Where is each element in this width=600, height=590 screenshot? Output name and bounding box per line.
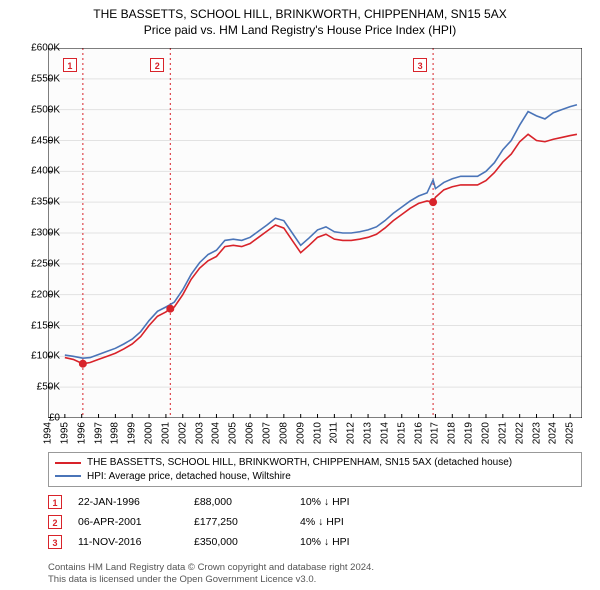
sale-price: £88,000: [194, 496, 284, 508]
sale-row-marker: 3: [48, 535, 62, 549]
x-tick-label: 2021: [497, 422, 508, 444]
sale-date: 06-APR-2001: [78, 516, 178, 528]
sale-row: 2 06-APR-2001 £177,250 4% ↓ HPI: [48, 512, 582, 532]
legend-label: HPI: Average price, detached house, Wilt…: [87, 470, 291, 484]
title-block: THE BASSETTS, SCHOOL HILL, BRINKWORTH, C…: [0, 0, 600, 38]
x-tick-label: 2009: [295, 422, 306, 444]
sale-marker-badge: 1: [63, 58, 77, 72]
sale-row-marker: 1: [48, 495, 62, 509]
legend-row: THE BASSETTS, SCHOOL HILL, BRINKWORTH, C…: [55, 456, 575, 470]
sale-price: £177,250: [194, 516, 284, 528]
sale-row: 3 11-NOV-2016 £350,000 10% ↓ HPI: [48, 532, 582, 552]
x-tick-label: 1996: [76, 422, 87, 444]
x-tick-label: 1994: [43, 422, 54, 444]
sale-marker-badge: 3: [413, 58, 427, 72]
legend-row: HPI: Average price, detached house, Wilt…: [55, 470, 575, 484]
x-tick-label: 2020: [480, 422, 491, 444]
y-tick-label: £600K: [16, 43, 60, 54]
sale-marker-badge: 2: [150, 58, 164, 72]
x-tick-label: 1997: [93, 422, 104, 444]
y-tick-label: £150K: [16, 320, 60, 331]
sale-row: 1 22-JAN-1996 £88,000 10% ↓ HPI: [48, 492, 582, 512]
plot-svg: [48, 48, 582, 418]
x-tick-label: 2001: [160, 422, 171, 444]
y-tick-label: £450K: [16, 135, 60, 146]
x-tick-label: 2000: [144, 422, 155, 444]
x-tick-label: 2007: [261, 422, 272, 444]
x-tick-label: 2008: [278, 422, 289, 444]
x-tick-label: 2025: [565, 422, 576, 444]
sale-delta: 4% ↓ HPI: [300, 516, 410, 528]
y-tick-label: £250K: [16, 258, 60, 269]
x-tick-label: 2006: [245, 422, 256, 444]
chart-area: [48, 48, 582, 418]
x-tick-label: 1998: [110, 422, 121, 444]
x-tick-label: 2022: [514, 422, 525, 444]
x-tick-label: 2011: [329, 422, 340, 444]
x-tick-label: 2016: [413, 422, 424, 444]
legend-swatch: [55, 462, 81, 464]
sales-table: 1 22-JAN-1996 £88,000 10% ↓ HPI 2 06-APR-2001…: [48, 492, 582, 552]
footer: Contains HM Land Registry data © Crown c…: [48, 562, 582, 586]
x-tick-label: 1995: [59, 422, 70, 444]
y-tick-label: £50K: [16, 382, 60, 393]
legend: THE BASSETTS, SCHOOL HILL, BRINKWORTH, C…: [48, 452, 582, 487]
x-tick-label: 2015: [396, 422, 407, 444]
x-tick-label: 2023: [531, 422, 542, 444]
sale-delta: 10% ↓ HPI: [300, 496, 410, 508]
sale-date: 11-NOV-2016: [78, 536, 178, 548]
x-tick-label: 2018: [447, 422, 458, 444]
legend-swatch: [55, 475, 81, 477]
y-tick-label: £500K: [16, 104, 60, 115]
x-tick-label: 1999: [127, 422, 138, 444]
footer-line-1: Contains HM Land Registry data © Crown c…: [48, 562, 582, 574]
legend-label: THE BASSETTS, SCHOOL HILL, BRINKWORTH, C…: [87, 456, 512, 470]
x-tick-label: 2013: [363, 422, 374, 444]
y-tick-label: £200K: [16, 289, 60, 300]
y-tick-label: £300K: [16, 228, 60, 239]
x-tick-label: 2002: [177, 422, 188, 444]
x-tick-label: 2012: [346, 422, 357, 444]
x-tick-label: 2004: [211, 422, 222, 444]
x-tick-label: 2014: [379, 422, 390, 444]
title-line-1: THE BASSETTS, SCHOOL HILL, BRINKWORTH, C…: [0, 6, 600, 22]
x-tick-label: 2005: [228, 422, 239, 444]
sale-price: £350,000: [194, 536, 284, 548]
x-tick-label: 2019: [464, 422, 475, 444]
x-tick-label: 2010: [312, 422, 323, 444]
y-tick-label: £550K: [16, 73, 60, 84]
y-tick-label: £100K: [16, 351, 60, 362]
sale-date: 22-JAN-1996: [78, 496, 178, 508]
title-line-2: Price paid vs. HM Land Registry's House …: [0, 22, 600, 38]
footer-line-2: This data is licensed under the Open Gov…: [48, 574, 582, 586]
y-tick-label: £400K: [16, 166, 60, 177]
y-tick-label: £350K: [16, 197, 60, 208]
x-tick-label: 2017: [430, 422, 441, 444]
sale-delta: 10% ↓ HPI: [300, 536, 410, 548]
chart-container: THE BASSETTS, SCHOOL HILL, BRINKWORTH, C…: [0, 0, 600, 590]
sale-row-marker: 2: [48, 515, 62, 529]
x-tick-label: 2024: [548, 422, 559, 444]
x-tick-label: 2003: [194, 422, 205, 444]
